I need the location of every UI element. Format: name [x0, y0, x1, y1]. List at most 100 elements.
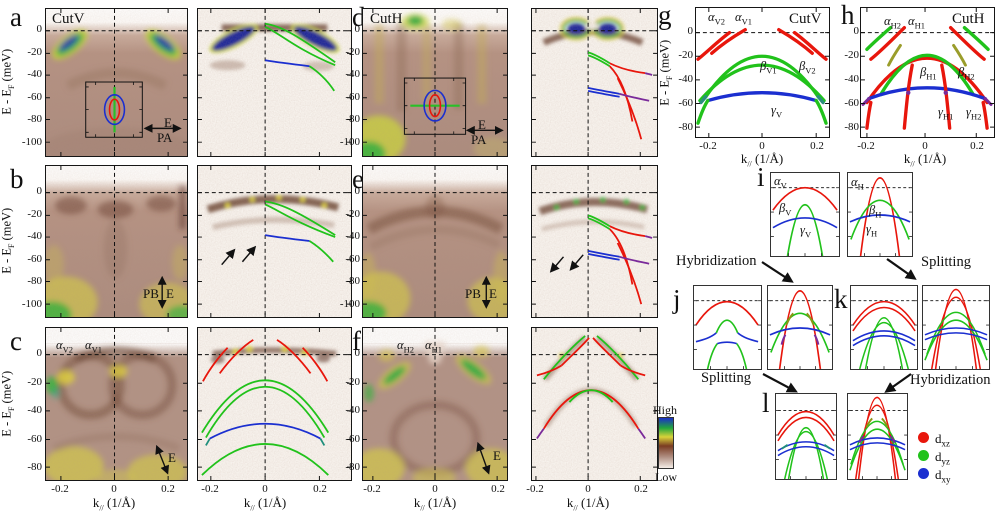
schematic-bands [777, 410, 835, 480]
panel-c-curvature [197, 327, 352, 481]
momentum-axis-label: k// (1/Å) [740, 151, 784, 169]
momentum-axis-label: k// (1/Å) [243, 495, 287, 513]
panel-letter-h: h [841, 0, 855, 30]
legend-label-dxz: dxz [935, 431, 950, 449]
fitted-band-curves [201, 339, 330, 476]
polarization-arrow [476, 441, 491, 475]
ytick: -100 [339, 298, 360, 310]
ytick: -100 [21, 136, 42, 148]
polarization-arrow [155, 444, 169, 475]
schematic-j-hybridized-cutv [693, 285, 762, 370]
panel-g-plot [696, 8, 829, 137]
panel-a-curvature [197, 8, 352, 157]
schematic-j-right-plot [768, 290, 832, 370]
legend-dot-dyz [918, 450, 929, 461]
momentum-axis-label: k// (1/Å) [413, 495, 457, 513]
band-label-alphaH: αH [851, 175, 864, 192]
annotation-arrow [221, 248, 236, 266]
panel-b-pol-pb-label: PB [143, 286, 159, 301]
curvature-f-plot [532, 328, 657, 480]
curvature-b-plot [198, 166, 351, 317]
schematic-bands [849, 396, 906, 480]
schematic-i-right-plot [848, 177, 912, 257]
momentum-axis-label: k// (1/Å) [92, 495, 136, 513]
xtick: -0.2 [201, 483, 219, 495]
panel-a-title: CutV [52, 11, 85, 27]
band-label-betaH1: βH1 [920, 65, 937, 82]
ytick: -40 [345, 230, 360, 242]
xtick: -0.2 [857, 140, 875, 152]
band-label-gammaV: γV [771, 103, 783, 120]
ytick: -60 [345, 253, 360, 265]
panel-letter-l: l [762, 388, 770, 418]
panel-letter-i: i [757, 162, 765, 192]
xtick: 0 [922, 140, 928, 152]
panel-b-spectrum [45, 165, 188, 318]
band-label-alphaV1: αV1 [85, 338, 102, 355]
ytick: 0 [687, 25, 694, 37]
schematic-j-left-plot [694, 300, 761, 370]
ytick: -80 [27, 113, 42, 125]
schematic-bands [772, 186, 838, 257]
xtick: 0 [432, 483, 438, 495]
band-label-betaH: βH [869, 203, 882, 220]
panel-a-plot [46, 9, 187, 156]
legend-dot-dxy [918, 468, 929, 479]
hybridization-arrow-i-to-j [761, 261, 794, 283]
xtick: -0.2 [51, 483, 69, 495]
ytick: 0 [36, 185, 43, 197]
annotation-arrow [241, 245, 257, 263]
ytick: -20 [27, 208, 42, 220]
fitted-band-curves [536, 335, 646, 440]
ytick: -20 [678, 49, 693, 61]
panel-e-spectrum [362, 165, 508, 318]
flow-label-splitting-2: Splitting [701, 370, 751, 386]
curvature-a-plot [198, 9, 351, 156]
panel-letter-b: b [10, 164, 24, 194]
schematic-bands [849, 177, 911, 257]
ytick: 0 [354, 23, 361, 35]
ytick: -20 [345, 208, 360, 220]
panel-d-plot [363, 9, 507, 156]
ytick: 0 [36, 23, 43, 35]
fitted-band-curves [587, 51, 653, 140]
band-label-alphaV: αV [774, 174, 787, 191]
panel-a-pol-e-label: E [164, 115, 172, 130]
panel-b-plot [46, 166, 187, 317]
xtick: 0.2 [491, 483, 505, 495]
band-label-alphaH2: αH2 [397, 338, 414, 355]
panel-h-bands-cuth [860, 7, 995, 138]
momentum-axis-label: k// (1/Å) [903, 151, 947, 169]
schematic-j-hybridized-cuth [767, 285, 833, 370]
band-label-alphaH1: αH1 [425, 338, 442, 355]
xtick: 0.2 [970, 140, 984, 152]
energy-axis-label: E - EF (meV) [657, 39, 674, 106]
curvature-e-plot [532, 166, 657, 317]
ytick: -40 [844, 73, 859, 85]
panel-d-pol-pa-label: PA [471, 132, 487, 147]
ytick: -100 [21, 298, 42, 310]
panel-f-pol-e-label: E [493, 448, 501, 463]
panel-c-pol-e-label: E [168, 450, 176, 465]
ytick: -20 [27, 46, 42, 58]
colorbar-high-label: High [653, 403, 677, 417]
band-label-betaH2: βH2 [958, 65, 975, 82]
panel-letter-f: f [352, 326, 361, 356]
schematic-l-left-plot [776, 410, 836, 480]
schematic-bands [769, 290, 831, 370]
energy-axis-label: E - EF (meV) [0, 48, 16, 115]
ytick: -60 [678, 97, 693, 109]
legend-label-dxy: dxy [935, 467, 951, 485]
band-label-alphaH2: αH2 [884, 14, 901, 31]
xtick: 0 [111, 483, 117, 495]
panel-h-title: CutH [952, 11, 985, 27]
band-label-gammaH1: γH1 [938, 105, 954, 122]
ytick: -20 [27, 376, 42, 388]
xtick: 0.2 [634, 483, 648, 495]
panel-letter-a: a [10, 2, 22, 32]
panel-a-spectrum-cutv [45, 8, 188, 157]
ytick: -20 [345, 46, 360, 58]
ytick: 0 [853, 25, 860, 37]
ytick: -20 [345, 376, 360, 388]
band-label-betaV1: βV1 [760, 59, 777, 76]
